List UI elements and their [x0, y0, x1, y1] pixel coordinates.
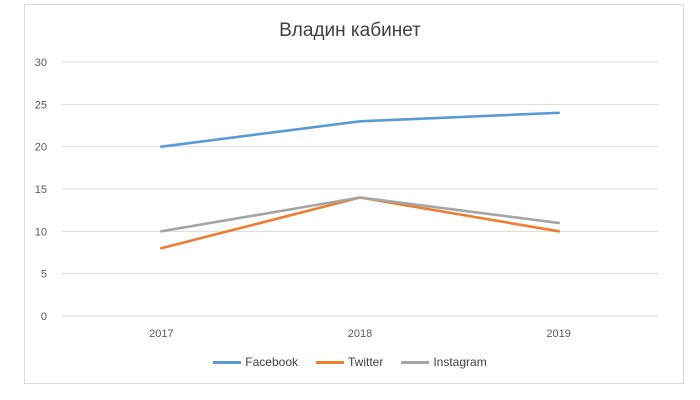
legend-swatch	[213, 360, 242, 364]
x-tick-label: 2019	[546, 328, 570, 340]
y-tick-label: 0	[41, 311, 47, 323]
y-tick-label: 15	[35, 184, 47, 196]
legend-label: Facebook	[245, 355, 298, 369]
series-line-twitter	[160, 196, 561, 250]
y-tick-label: 5	[41, 269, 47, 281]
legend-item-facebook: Facebook	[213, 355, 298, 369]
legend: Facebook Twitter Instagram	[0, 355, 700, 369]
y-tick-label: 20	[35, 142, 47, 154]
chart-title: Владин кабинет	[279, 20, 421, 41]
gridlines	[62, 61, 658, 317]
y-tick-label: 10	[35, 226, 47, 238]
legend-swatch	[316, 360, 344, 364]
legend-label: Instagram	[433, 355, 487, 369]
legend-swatch	[401, 360, 430, 364]
series-line-instagram	[160, 196, 561, 233]
x-tick-labels: 2017 2018 2019	[149, 328, 571, 340]
x-tick-label: 2018	[348, 328, 372, 340]
y-tick-label: 30	[35, 57, 47, 69]
legend-item-twitter: Twitter	[316, 355, 383, 369]
y-tick-labels: 0 5 10 15 20 25 30	[35, 57, 47, 323]
x-tick-label: 2017	[149, 328, 173, 340]
series-line-facebook	[160, 111, 561, 148]
chart-frame	[24, 4, 684, 384]
series-lines	[160, 111, 561, 250]
legend-item-instagram: Instagram	[401, 355, 487, 369]
legend-label: Twitter	[348, 355, 384, 369]
y-tick-label: 25	[35, 99, 47, 111]
